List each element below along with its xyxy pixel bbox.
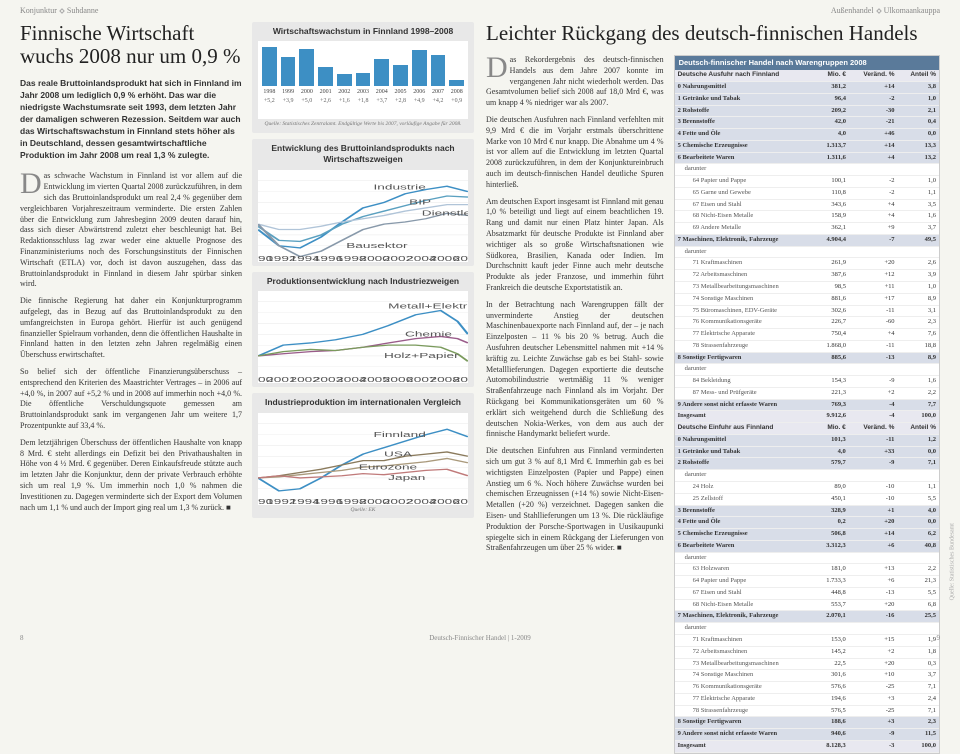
chart1-title: Wirtschaftswachstum in Finnland 1998–200…	[258, 26, 468, 37]
body-para-2: Die finnische Regierung hat daher ein Ko…	[20, 296, 242, 361]
body-para-4: Dem letztjährigen Überschuss der öffentl…	[20, 438, 242, 514]
chart2-title: Entwicklung des Bruttoinlandsprodukts na…	[258, 143, 468, 166]
publication-footer: Deutsch-Finnischer Handel | 1-2009	[429, 634, 531, 643]
chart-production-sectors: Produktionsentwicklung nach Industriezwe…	[252, 272, 474, 387]
import-table: Deutsche Einfuhr aus FinnlandMio. €Verän…	[675, 423, 939, 752]
right-page: Leichter Rückgang des deutsch-finnischen…	[486, 22, 940, 629]
left-chart-column: Wirtschaftswachstum in Finnland 1998–200…	[252, 22, 474, 629]
dropcap: D	[20, 171, 42, 197]
data-table-column: Deutsch-finnischer Handel nach Warengrup…	[674, 55, 940, 754]
page-header-left: KonjunkturSuhdanne	[20, 6, 98, 17]
chart3-title: Produktionsentwicklung nach Industriezwe…	[258, 276, 468, 287]
line-chart-4: FinnlandUSAEurozoneJapan1990199219941996…	[258, 413, 468, 505]
right-text-column: Das Rekordergebnis des deutsch-finnische…	[486, 55, 664, 754]
line-chart-2: IndustrieBIPDienstleistungenBausektor199…	[258, 170, 468, 262]
r-para-4: In der Betrachtung nach Warengruppen fäl…	[486, 300, 664, 440]
svg-text:Eurozone: Eurozone	[359, 463, 417, 471]
svg-text:Finnland: Finnland	[374, 431, 426, 439]
chart4-title: Industrieproduktion im internationalen V…	[258, 397, 468, 408]
page-number-left: 8	[20, 634, 24, 643]
body-para-1: Das schwache Wachstum in Finnland ist vo…	[20, 171, 242, 290]
svg-text:Japan: Japan	[388, 474, 425, 482]
r-para-2: Die deutschen Ausfuhren nach Finnland ve…	[486, 115, 664, 191]
right-headline: Leichter Rückgang des deutsch-finnischen…	[486, 22, 940, 45]
page-header-right: AußenhandelUlkomaankauppa	[831, 6, 940, 17]
page-number-right: 9	[937, 634, 941, 643]
left-headline: Finnische Wirtschaft wuchs 2008 nur um 0…	[20, 22, 242, 68]
svg-text:2009: 2009	[453, 376, 468, 383]
body-para-3: So belief sich der öffentliche Finanzier…	[20, 367, 242, 432]
svg-text:Holz+Papier: Holz+Papier	[384, 353, 459, 361]
svg-text:USA: USA	[384, 450, 413, 458]
table-main-title: Deutsch-finnischer Handel nach Warengrup…	[675, 56, 939, 70]
dropcap: D	[486, 55, 508, 81]
svg-text:Industrie: Industrie	[374, 183, 426, 191]
trade-table: Deutsch-finnischer Handel nach Warengrup…	[674, 55, 940, 754]
r-para-3: Am deutschen Export insgesamt ist Finnla…	[486, 197, 664, 294]
r-para-1: Das Rekordergebnis des deutsch-finnische…	[486, 55, 664, 109]
left-page: Finnische Wirtschaft wuchs 2008 nur um 0…	[20, 22, 474, 629]
chart-bip-sectors: Entwicklung des Bruttoinlandsprodukts na…	[252, 139, 474, 266]
chart-growth: Wirtschaftswachstum in Finnland 1998–200…	[252, 22, 474, 133]
chart1-footnote: Quelle: Statistisches Zentralamt. Endgül…	[258, 121, 468, 128]
line-chart-3: Metall+ElektroChemieHolz+Papier200020012…	[258, 291, 468, 383]
r-para-5: Die deutschen Einfuhren aus Finnland ver…	[486, 446, 664, 554]
svg-text:BIP: BIP	[409, 199, 431, 207]
svg-text:2008: 2008	[453, 255, 468, 262]
chart-international: Industrieproduktion im internationalen V…	[252, 393, 474, 518]
table-source: Quelle: Statistisches Bundesamt	[948, 523, 956, 600]
bar-chart-area: 1998+5,21999+3,92000+5,02001+2,62002+1,6…	[258, 41, 468, 119]
export-table: Deutsche Ausfuhr nach FinnlandMio. €Verä…	[675, 70, 939, 423]
svg-text:Bausektor: Bausektor	[346, 242, 408, 250]
svg-text:Metall+Elektro: Metall+Elektro	[388, 303, 468, 311]
diamond-icon	[876, 8, 882, 14]
svg-text:Chemie: Chemie	[405, 331, 452, 339]
svg-text:Dienstleistungen: Dienstleistungen	[422, 209, 468, 217]
svg-text:2008: 2008	[453, 498, 468, 505]
left-text-column: Finnische Wirtschaft wuchs 2008 nur um 0…	[20, 22, 242, 629]
diamond-icon	[59, 8, 65, 14]
chart4-footnote: Quelle: EK	[258, 507, 468, 514]
intro-paragraph: Das reale Bruttoinlandsprodukt hat sich …	[20, 78, 242, 161]
